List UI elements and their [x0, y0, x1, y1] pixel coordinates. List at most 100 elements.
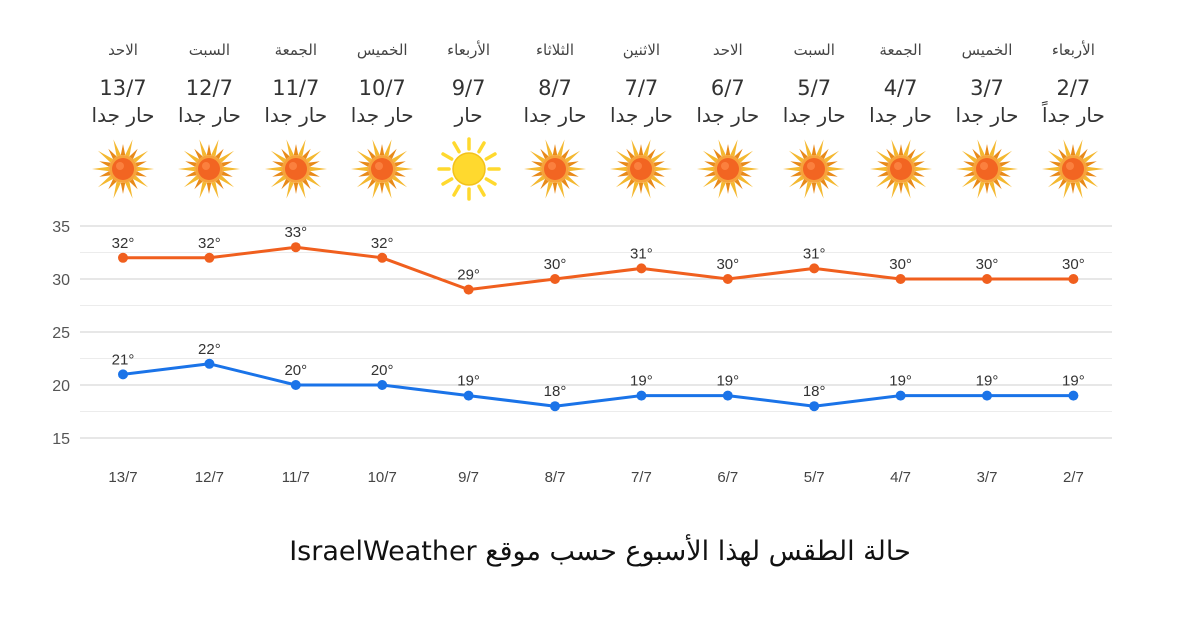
x-tick-label: 2/7 — [1063, 469, 1084, 486]
day-name: الأربعاء — [447, 41, 491, 59]
data-point — [722, 274, 733, 284]
data-point — [636, 390, 647, 401]
x-tick-label: 5/7 — [804, 469, 825, 486]
day-description: حار جدا — [869, 103, 933, 127]
warm-sun-icon — [436, 137, 501, 201]
high-temp-series: 32° 32° 33° 32° 29° 30° 31° 30° 31° 30° 30° 30° — [112, 224, 1085, 295]
day-description: حار جدا — [177, 103, 241, 127]
data-point — [463, 284, 474, 295]
day-description: حار جدا — [955, 103, 1019, 127]
sun-rays — [178, 139, 241, 199]
day-description: حار جدا — [350, 103, 414, 127]
forecast-day: السبت 5/7 حار جدا — [769, 38, 859, 202]
x-tick-label: 8/7 — [545, 469, 566, 486]
data-point — [550, 274, 560, 284]
data-point — [204, 358, 215, 369]
data-label: 32° — [198, 235, 221, 252]
data-label: 30° — [716, 256, 739, 273]
x-tick-label: 11/7 — [282, 469, 310, 486]
data-point — [982, 390, 992, 401]
data-label: 33° — [284, 224, 307, 241]
x-tick-label: 3/7 — [977, 469, 998, 486]
sun-rays — [783, 139, 846, 199]
day-name: الاحد — [712, 41, 743, 59]
data-label: 19° — [976, 373, 999, 390]
day-description: حار جدا — [91, 103, 155, 127]
day-date: 4/7 — [883, 76, 918, 100]
hot-sun-icon — [869, 139, 932, 199]
day-date: 3/7 — [970, 76, 1004, 100]
x-tick-label: 7/7 — [631, 469, 652, 486]
sun-rays — [869, 139, 932, 199]
sun-rays — [92, 139, 154, 199]
day-name: الجمعة — [274, 41, 317, 59]
y-tick-label: 25 — [52, 325, 70, 342]
day-date: 5/7 — [797, 76, 832, 100]
day-name: الثلاثاء — [535, 41, 574, 59]
forecast-day: الجمعة 11/7 حار جدا — [251, 38, 341, 202]
low-temp-series: 21° 22° 20° 20° 19° 18° 19° 19° 18° 19° 19° 19° — [112, 341, 1085, 412]
sun-rays — [610, 139, 673, 199]
forecast-strip: الاحد 13/7 حار جدا السبت 12/7 حار جدا الجمعة 11… — [0, 0, 1200, 202]
data-label: 30° — [544, 256, 567, 273]
forecast-day: الاحد 6/7 حار جدا — [683, 38, 773, 202]
day-description: حار جدا — [264, 103, 328, 127]
forecast-day: الأربعاء 9/7 حار — [424, 38, 514, 202]
day-description: حار جداً — [1041, 103, 1105, 127]
day-date: 11/7 — [272, 76, 320, 100]
data-point — [895, 274, 906, 284]
data-label: 19° — [889, 373, 912, 390]
day-name: الخميس — [961, 41, 1013, 59]
sun-rays — [696, 139, 759, 199]
data-point — [118, 252, 128, 263]
data-point — [1068, 274, 1079, 284]
hot-sun-icon — [92, 139, 154, 199]
x-tick-label: 12/7 — [195, 469, 224, 486]
day-date: 8/7 — [538, 76, 572, 100]
data-label: 22° — [198, 341, 221, 358]
data-label: 20° — [371, 362, 394, 379]
day-description: حار جدا — [523, 103, 587, 127]
forecast-day: الخميس 3/7 حار جدا — [942, 38, 1032, 202]
hot-sun-icon — [351, 139, 414, 199]
day-date: 6/7 — [710, 76, 745, 100]
data-label: 19° — [716, 373, 739, 390]
data-point — [550, 401, 560, 412]
y-tick-label: 20 — [52, 378, 70, 395]
day-description: حار جدا — [696, 103, 760, 127]
x-tick-label: 13/7 — [108, 469, 137, 486]
x-tick-label: 6/7 — [717, 469, 738, 486]
series-line — [122, 362, 1074, 408]
sun-rays — [264, 139, 327, 199]
forecast-day: الاثنين 7/7 حار جدا — [596, 38, 686, 202]
hot-sun-icon — [696, 139, 759, 199]
sun-rays — [351, 139, 414, 199]
data-label: 19° — [630, 373, 653, 390]
data-label: 30° — [976, 256, 999, 273]
day-date: 9/7 — [451, 76, 486, 100]
day-description: حار — [454, 103, 483, 127]
hot-sun-icon — [610, 139, 673, 199]
sun-rays — [524, 139, 586, 199]
hot-sun-icon — [178, 139, 241, 199]
data-point — [290, 242, 301, 253]
forecast-day: الأربعاء 2/7 حار جداً — [1028, 38, 1118, 202]
forecast-day: السبت 12/7 حار جدا — [164, 38, 254, 202]
forecast-day: الثلاثاء 8/7 حار جدا — [510, 38, 600, 202]
day-date: 7/7 — [624, 76, 659, 100]
sun-rays — [956, 139, 1018, 199]
data-label: 30° — [889, 256, 912, 273]
data-point — [895, 390, 906, 401]
data-point — [118, 369, 128, 380]
data-label: 19° — [1062, 373, 1085, 390]
day-name: الاثنين — [622, 41, 661, 59]
hot-sun-icon — [524, 139, 586, 199]
data-point — [377, 380, 388, 390]
y-tick-label: 35 — [52, 219, 70, 236]
day-name: السبت — [793, 41, 835, 59]
temperature-chart: 15 20 25 30 35 13/7 12/7 11/7 10/7 9/7 8/7 7/7 6/7 5/… — [52, 219, 1112, 486]
x-tick-label: 4/7 — [890, 469, 911, 486]
y-tick-label: 15 — [52, 431, 70, 448]
day-description: حار جدا — [609, 103, 673, 127]
day-name: الأربعاء — [1051, 41, 1095, 59]
